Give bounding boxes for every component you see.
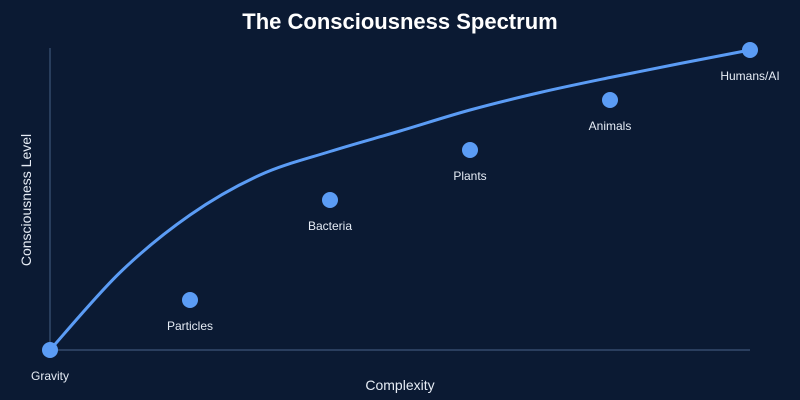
data-point-label: Humans/AI xyxy=(720,69,779,83)
data-point: Humans/AI xyxy=(720,42,780,83)
data-point: Plants xyxy=(453,142,487,183)
data-point: Bacteria xyxy=(308,192,352,233)
data-point-label: Particles xyxy=(167,319,213,333)
data-point-marker xyxy=(42,342,58,358)
chart-title: The Consciousness Spectrum xyxy=(242,9,557,34)
data-point-label: Plants xyxy=(453,169,486,183)
data-point-marker xyxy=(182,292,198,308)
y-axis-label: Consciousness Level xyxy=(18,134,34,266)
data-point: Particles xyxy=(167,292,213,333)
x-axis-label: Complexity xyxy=(365,377,434,393)
data-point-label: Gravity xyxy=(31,369,69,383)
data-point-label: Animals xyxy=(589,119,632,133)
points-layer: Gravity Particles Bacteria Plants Animals Hum… xyxy=(31,42,780,383)
data-point: Gravity xyxy=(31,342,69,383)
data-point-marker xyxy=(462,142,478,158)
data-point-label: Bacteria xyxy=(308,219,352,233)
curve-layer xyxy=(48,48,752,352)
data-point-marker xyxy=(742,42,758,58)
data-point-marker xyxy=(322,192,338,208)
data-point-marker xyxy=(602,92,618,108)
consciousness-curve xyxy=(48,48,752,352)
data-point: Animals xyxy=(589,92,632,133)
